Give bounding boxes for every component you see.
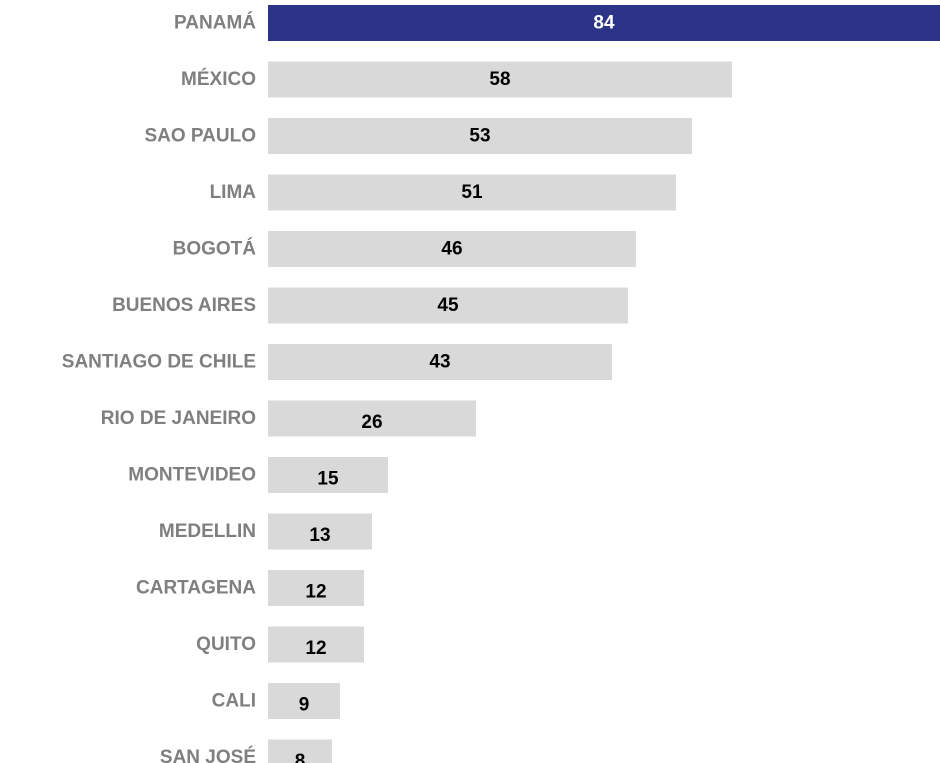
bar bbox=[268, 287, 628, 324]
bar-row: CALI 9 bbox=[212, 683, 340, 719]
bar-row: LIMA 51 bbox=[210, 174, 676, 211]
bar bbox=[268, 344, 612, 380]
bar-row: BUENOS AIRES 45 bbox=[112, 287, 628, 324]
bar bbox=[268, 61, 732, 98]
category-label: BUENOS AIRES bbox=[112, 295, 256, 316]
bar bbox=[268, 457, 388, 493]
bar-row: QUITO 12 bbox=[196, 626, 364, 663]
value-label: 84 bbox=[593, 13, 615, 34]
value-label: 9 bbox=[299, 695, 310, 716]
bar-row: BOGOTÁ 46 bbox=[173, 231, 636, 267]
value-label: 12 bbox=[305, 582, 326, 603]
value-label: 43 bbox=[429, 352, 450, 373]
value-label: 26 bbox=[361, 412, 382, 433]
category-label: SAO PAULO bbox=[144, 126, 256, 147]
category-label: CALI bbox=[212, 691, 256, 712]
category-label: SANTIAGO DE CHILE bbox=[62, 352, 256, 373]
bar bbox=[268, 626, 364, 663]
bar bbox=[268, 400, 476, 437]
bar-row: CARTAGENA 12 bbox=[136, 570, 364, 606]
category-label: MEDELLIN bbox=[159, 521, 256, 542]
bar bbox=[268, 174, 676, 211]
category-label: SAN JOSÉ bbox=[160, 746, 256, 763]
bar-row: MONTEVIDEO 15 bbox=[128, 457, 388, 493]
bar-row: SANTIAGO DE CHILE 43 bbox=[62, 344, 612, 380]
value-label: 45 bbox=[437, 295, 459, 316]
bar-row: SAO PAULO 53 bbox=[144, 118, 692, 154]
category-label: MONTEVIDEO bbox=[128, 465, 256, 486]
value-label: 8 bbox=[295, 751, 306, 763]
bar bbox=[268, 231, 636, 267]
bar bbox=[268, 683, 340, 719]
bar-row: MEDELLIN 13 bbox=[159, 513, 372, 550]
value-label: 58 bbox=[489, 69, 510, 90]
value-label: 12 bbox=[305, 638, 326, 659]
category-label: PANAMÁ bbox=[174, 12, 256, 34]
value-label: 13 bbox=[309, 525, 330, 546]
category-label: CARTAGENA bbox=[136, 578, 256, 599]
bar bbox=[268, 570, 364, 606]
bar bbox=[268, 739, 332, 763]
bar bbox=[268, 5, 940, 41]
bar-row: MÉXICO 58 bbox=[181, 61, 732, 98]
category-label: MÉXICO bbox=[181, 68, 256, 90]
category-label: QUITO bbox=[196, 634, 256, 655]
value-label: 53 bbox=[469, 126, 490, 147]
bar-row: PANAMÁ 84 bbox=[174, 5, 940, 41]
category-label: LIMA bbox=[210, 182, 257, 203]
bar bbox=[268, 118, 692, 154]
category-label: BOGOTÁ bbox=[173, 238, 257, 260]
bar-row: SAN JOSÉ 8 bbox=[160, 739, 332, 763]
bar-row: RIO DE JANEIRO 26 bbox=[101, 400, 476, 437]
value-label: 15 bbox=[317, 469, 339, 490]
value-label: 51 bbox=[461, 182, 483, 203]
bar bbox=[268, 513, 372, 550]
value-label: 46 bbox=[441, 239, 462, 260]
category-label: RIO DE JANEIRO bbox=[101, 408, 256, 429]
